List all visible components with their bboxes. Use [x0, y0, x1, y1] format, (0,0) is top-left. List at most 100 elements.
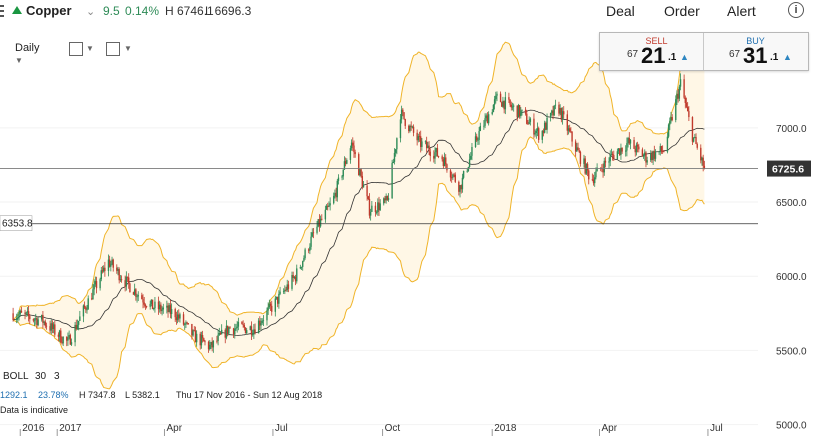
menu-handle-icon[interactable] [0, 0, 4, 22]
candle-body [676, 93, 678, 100]
candle-body [474, 136, 477, 148]
candle-body [300, 266, 303, 268]
candle-body [627, 137, 629, 144]
candle-body [168, 305, 170, 313]
candle-body [93, 284, 95, 290]
candle-body [434, 152, 436, 159]
candle-body [61, 342, 63, 344]
candle-body [224, 329, 226, 338]
candle-body [485, 115, 487, 119]
candle-body [75, 324, 77, 330]
candle-body [329, 203, 331, 206]
candle-body [153, 308, 155, 310]
candle-body [192, 330, 194, 336]
instrument-chevron-down-icon[interactable]: ⌄ [86, 6, 96, 18]
x-tick-label: Apr [166, 423, 182, 434]
candle-body [694, 137, 696, 138]
candle-body [324, 209, 327, 220]
interval-select[interactable]: Daily ▼ [15, 42, 39, 66]
candle-body [321, 218, 323, 220]
candle-body [653, 151, 656, 159]
candle-body [620, 147, 622, 155]
candle-body [663, 151, 665, 153]
boll-indicator-label[interactable]: BOLL [3, 371, 29, 382]
candle-body [160, 304, 162, 312]
candle-body [604, 160, 607, 163]
candle-body [70, 342, 73, 345]
candle-body [174, 309, 176, 318]
candle-body [409, 125, 411, 132]
candle-body [460, 185, 462, 190]
candle-body [342, 169, 344, 177]
candle-body [509, 99, 511, 105]
candle-body [335, 192, 337, 198]
candle-body [212, 340, 215, 348]
candle-body [646, 160, 648, 163]
candle-body [442, 159, 445, 167]
candle-body [102, 267, 105, 272]
candle-body [702, 157, 704, 166]
candle-body [504, 97, 507, 110]
candle-body [316, 226, 318, 233]
candle-body [217, 334, 219, 341]
candle-body [496, 93, 498, 96]
candle-body [619, 148, 621, 155]
candle-body [542, 130, 545, 133]
bollinger-lower-band [12, 136, 705, 390]
info-icon[interactable]: i [788, 2, 804, 18]
candle-body [250, 326, 253, 335]
candle-body [154, 301, 156, 309]
candle-body [241, 321, 243, 325]
top-bar: Copper ⌄ 9.5 0.14% H 6746.1 L 6696.3 Dea… [0, 0, 819, 22]
current-price-label: 6725.6 [772, 164, 804, 176]
candle-body [86, 309, 88, 311]
chart-type-icon[interactable] [69, 42, 83, 56]
chart-type-caret-icon[interactable]: ▼ [86, 44, 94, 53]
candle-body [175, 317, 178, 321]
price-change: 9.5 [103, 4, 120, 18]
candle-body [671, 117, 673, 121]
order-button[interactable]: Order [664, 3, 700, 19]
candle-body [658, 151, 660, 153]
candle-body [578, 150, 580, 152]
candle-body [424, 141, 427, 143]
deal-button[interactable]: Deal [606, 3, 635, 19]
candle-body [145, 306, 148, 308]
candle-body [666, 136, 669, 152]
candle-body [287, 284, 290, 289]
sell-button[interactable]: SELL 67 21 .1 ▲ [600, 33, 704, 70]
candle-body [638, 146, 640, 150]
indicators-caret-icon[interactable]: ▼ [124, 44, 132, 53]
candle-body [651, 153, 653, 161]
instrument-name[interactable]: Copper [26, 3, 72, 18]
buy-button[interactable]: BUY 67 31 .1 ▲ [704, 33, 807, 70]
candle-body [400, 109, 403, 120]
candle-body [512, 105, 515, 107]
candle-body [334, 192, 336, 196]
candle-body [29, 316, 31, 320]
candle-body [126, 276, 129, 278]
candle-body [327, 205, 329, 207]
indicators-icon[interactable] [106, 42, 120, 56]
candle-body [366, 185, 368, 197]
candle-body [352, 142, 354, 146]
candle-body [692, 137, 695, 142]
candle-body [302, 261, 304, 267]
candle-body [108, 259, 111, 267]
alert-button[interactable]: Alert [727, 3, 756, 19]
candle-body [642, 155, 645, 157]
candle-body [36, 318, 38, 326]
candle-body [60, 330, 62, 343]
bollinger-band-fill [13, 42, 705, 389]
candle-body [411, 126, 414, 128]
session-low: L 6696.3 [205, 4, 252, 18]
x-tick-label: Jul [275, 423, 288, 434]
candle-body [421, 141, 423, 147]
candle-body [111, 259, 113, 265]
candle-body [545, 122, 547, 130]
candle-body [124, 280, 126, 287]
candle-body [275, 296, 278, 299]
candle-body [571, 131, 573, 142]
candle-body [166, 305, 168, 308]
